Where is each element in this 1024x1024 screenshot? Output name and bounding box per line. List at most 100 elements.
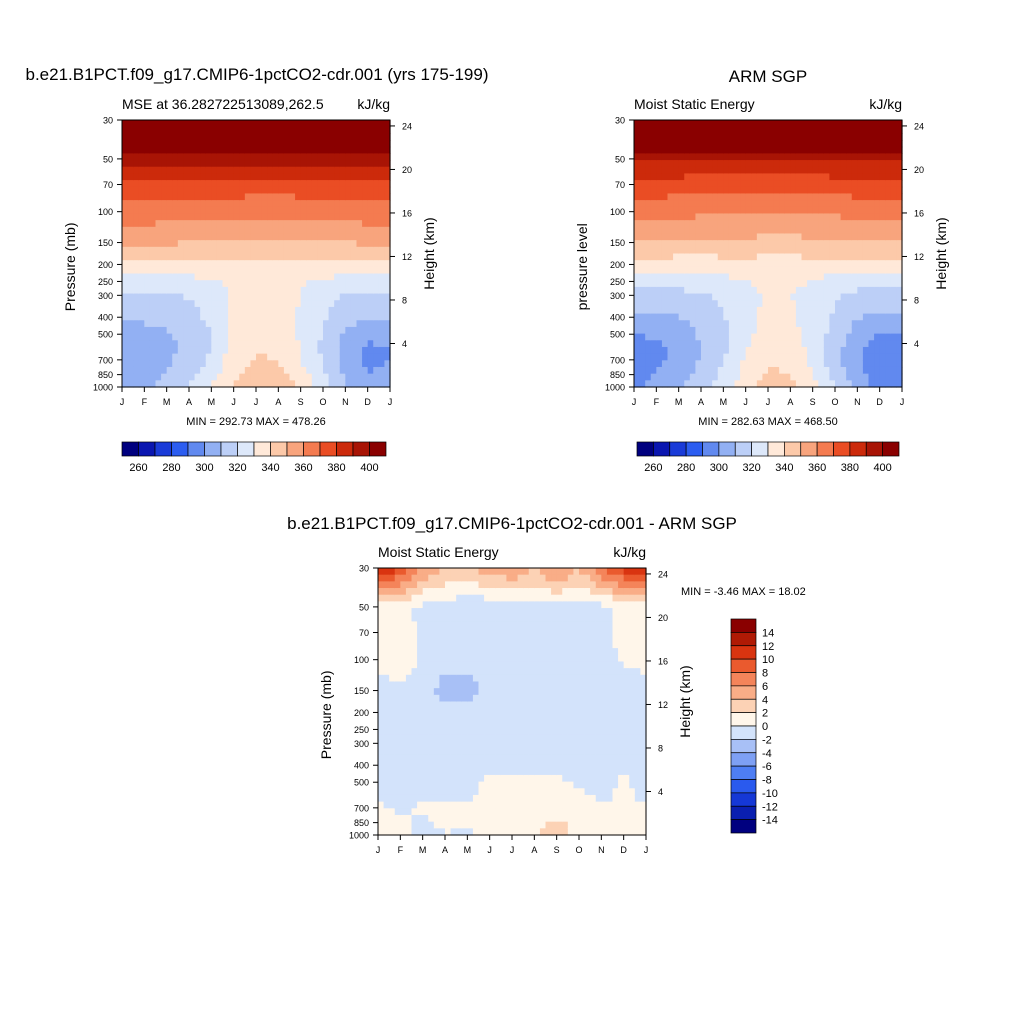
- heatmap-cell: [456, 721, 463, 729]
- heatmap-cell: [717, 220, 724, 228]
- heatmap-cell: [311, 260, 319, 268]
- heatmap-cell: [751, 260, 758, 268]
- heatmap-cell: [261, 360, 268, 368]
- heatmap-cell: [183, 240, 190, 248]
- heatmap-cell: [200, 240, 207, 248]
- heatmap-cell: [172, 160, 179, 168]
- heatmap-cell: [183, 126, 190, 134]
- heatmap-cell: [177, 193, 185, 201]
- heatmap-cell: [717, 120, 724, 128]
- heatmap-cell: [784, 360, 791, 368]
- heatmap-cell: [851, 286, 858, 295]
- heatmap-cell: [461, 574, 468, 582]
- heatmap-cell: [862, 366, 870, 375]
- heatmap-cell: [356, 360, 363, 368]
- heatmap-cell: [740, 240, 747, 248]
- heatmap-cell: [723, 200, 730, 208]
- heatmap-cell: [723, 333, 730, 341]
- heatmap-cell: [495, 674, 502, 683]
- y-tick-label: 100: [98, 207, 113, 217]
- heatmap-cell: [272, 360, 279, 368]
- heatmap-cell: [317, 133, 324, 141]
- heatmap-cell: [874, 206, 881, 215]
- heatmap-cell: [405, 748, 413, 756]
- heatmap-cell: [879, 206, 886, 215]
- heatmap-cell: [228, 333, 235, 341]
- heatmap-cell: [244, 226, 252, 235]
- heatmap-cell: [161, 366, 168, 375]
- heatmap-cell: [339, 333, 346, 341]
- heatmap-cell: [639, 120, 646, 128]
- heatmap-cell: [183, 326, 190, 335]
- heatmap-cell: [751, 293, 758, 301]
- heatmap-cell: [667, 273, 674, 281]
- heatmap-cell: [896, 160, 903, 168]
- heatmap-cell: [161, 306, 168, 315]
- heatmap-cell: [795, 320, 803, 328]
- heatmap-cell: [278, 260, 285, 268]
- heatmap-cell: [879, 180, 886, 188]
- heatmap-cell: [461, 608, 468, 616]
- heatmap-cell: [194, 333, 201, 341]
- heatmap-cell: [122, 246, 129, 255]
- heatmap-cell: [405, 714, 413, 723]
- colorbar-swatch: [253, 441, 271, 457]
- heatmap-cell: [383, 821, 390, 829]
- heatmap-cell: [812, 200, 819, 208]
- heatmap-cell: [378, 260, 386, 268]
- heatmap-cell: [634, 280, 641, 288]
- heatmap-cell: [879, 233, 886, 241]
- heatmap-cell: [756, 266, 764, 275]
- heatmap-cell: [356, 326, 363, 335]
- heatmap-cell: [272, 373, 279, 381]
- heatmap-cell: [728, 326, 736, 335]
- heatmap-cell: [244, 133, 252, 141]
- heatmap-cell: [289, 293, 296, 301]
- heatmap-cell: [840, 233, 847, 241]
- heatmap-cell: [467, 734, 474, 743]
- heatmap-cell: [428, 581, 435, 589]
- heatmap-cell: [868, 173, 875, 181]
- heatmap-cell: [689, 213, 697, 221]
- heatmap-cell: [378, 240, 386, 248]
- heatmap-cell: [317, 380, 324, 388]
- heatmap-cell: [807, 380, 814, 388]
- heatmap-cell: [868, 220, 875, 228]
- heatmap-cell: [155, 320, 162, 328]
- heatmap-cell: [728, 353, 736, 361]
- heatmap-cell: [350, 300, 358, 308]
- heatmap-cell: [461, 694, 468, 703]
- heatmap-cell: [478, 681, 485, 689]
- heatmap-cell: [751, 133, 758, 141]
- heatmap-cell: [389, 614, 396, 622]
- heatmap-cell: [667, 353, 674, 361]
- heatmap-cell: [450, 701, 457, 709]
- heatmap-cell: [383, 648, 390, 656]
- heatmap-cell: [411, 621, 418, 629]
- heatmap-cell: [189, 120, 196, 128]
- heatmap-cell: [445, 661, 452, 669]
- heatmap-cell: [350, 226, 358, 235]
- heatmap-cell: [311, 286, 319, 295]
- heatmap-cell: [478, 788, 485, 796]
- heatmap-cell: [216, 320, 224, 328]
- heatmap-cell: [189, 166, 196, 174]
- heatmap-cell: [405, 801, 413, 809]
- heatmap-cell: [362, 326, 369, 335]
- heatmap-cell: [857, 153, 864, 161]
- heatmap-cell: [400, 641, 407, 649]
- heatmap-cell: [183, 360, 190, 368]
- heatmap-cell: [166, 366, 173, 375]
- heatmap-cell: [756, 246, 764, 255]
- heatmap-cell: [405, 634, 413, 643]
- heatmap-cell: [428, 688, 435, 696]
- heatmap-cell: [127, 120, 134, 128]
- heatmap-cell: [317, 273, 324, 281]
- heatmap-cell: [261, 253, 268, 261]
- heatmap-cell: [345, 206, 352, 215]
- heatmap-cell: [762, 360, 769, 368]
- heatmap-cell: [311, 380, 319, 388]
- heatmap-cell: [405, 674, 413, 683]
- heatmap-cell: [161, 120, 168, 128]
- heatmap-cell: [222, 140, 229, 148]
